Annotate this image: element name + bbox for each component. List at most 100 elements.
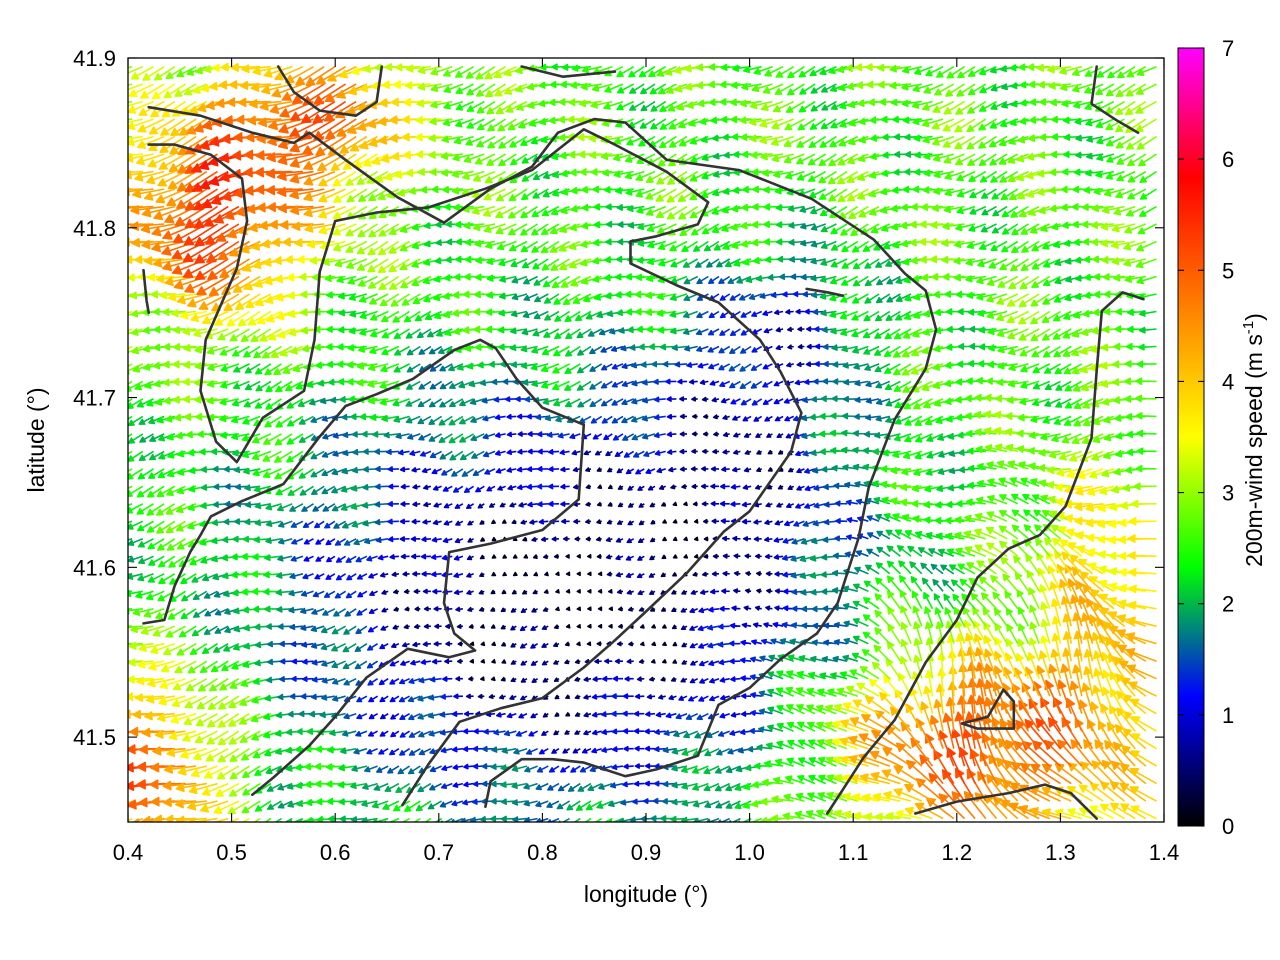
wind-vector [1116, 707, 1136, 732]
wind-vector [645, 468, 656, 474]
wind-vector [523, 782, 538, 790]
wind-vector [1138, 343, 1157, 351]
wind-vector [1138, 153, 1157, 167]
wind-vector [429, 450, 442, 459]
wind-vector [413, 624, 421, 630]
wind-vector [553, 660, 560, 665]
wind-vector [527, 448, 538, 455]
wind-vector [925, 468, 944, 476]
wind-vector [1018, 623, 1030, 645]
wind-vector [412, 571, 421, 577]
wind-vector [965, 498, 986, 506]
wind-vector [791, 538, 805, 545]
wind-vector [790, 555, 805, 562]
wind-vector [1049, 204, 1072, 213]
wind-vector [285, 380, 304, 392]
wind-vector [546, 800, 560, 808]
wind-vector [243, 398, 261, 408]
wind-vector [885, 415, 901, 424]
wind-vector [718, 363, 731, 371]
wind-vector [808, 739, 827, 750]
wind-vector [641, 415, 656, 422]
wind-vector [572, 748, 581, 754]
wind-vector [779, 638, 794, 645]
wind-vector [494, 432, 506, 438]
wind-vector [698, 660, 709, 667]
wind-vector [1089, 805, 1115, 820]
wind-vector [725, 800, 741, 809]
wind-vector [730, 712, 741, 718]
wind-vector [603, 433, 613, 441]
wind-vector [553, 677, 560, 682]
wind-vector [318, 188, 346, 203]
wind-vector [537, 448, 549, 455]
wind-vector [703, 554, 709, 559]
wind-vector [254, 800, 272, 812]
wind-vector [546, 431, 560, 438]
wind-vector [1138, 309, 1157, 317]
wind-vector [949, 564, 965, 575]
wind-vector [511, 782, 528, 789]
wind-vector [1128, 517, 1157, 526]
wind-vector [553, 730, 560, 736]
wind-vector [911, 671, 923, 697]
wind-vector [1057, 679, 1072, 714]
wind-vector [1051, 433, 1072, 443]
wind-vector [774, 588, 784, 594]
wind-vector [214, 625, 229, 634]
wind-vector [417, 398, 432, 408]
wind-vector [739, 657, 752, 664]
wind-vector [428, 415, 443, 425]
wind-vector [374, 501, 389, 508]
wind-vector [459, 450, 475, 461]
wind-vector [498, 694, 506, 700]
wind-vector [132, 363, 154, 373]
wind-vector [816, 809, 837, 820]
wind-vector [1126, 664, 1157, 680]
wind-vector [854, 566, 869, 575]
wind-vector [300, 326, 325, 335]
wind-vector [379, 398, 400, 406]
wind-vector [985, 527, 1008, 540]
wind-vector [397, 765, 411, 775]
wind-vector [707, 624, 720, 631]
wind-vector [689, 642, 699, 649]
wind-vector [303, 538, 314, 545]
wind-vector [1009, 477, 1029, 488]
wind-vector [756, 450, 763, 455]
wind-vector [400, 553, 410, 560]
wind-vector [577, 363, 592, 374]
wind-vector [378, 748, 389, 755]
wind-vector [500, 607, 507, 613]
wind-vector [472, 468, 485, 476]
wind-vector [1058, 578, 1072, 610]
wind-vector [506, 449, 517, 455]
wind-vector [806, 704, 827, 715]
wind-vector [1029, 604, 1040, 627]
wind-vector [433, 502, 442, 508]
wind-vector [135, 590, 154, 599]
wind-vector [345, 555, 357, 563]
wind-vector [510, 607, 517, 613]
wind-vector [698, 642, 709, 649]
wind-vector [128, 433, 133, 438]
wind-vector [1096, 617, 1115, 645]
wind-vector [983, 648, 998, 679]
wind-vector [816, 704, 837, 715]
wind-vector [417, 415, 432, 425]
colorbar-tick-label: 4 [1222, 369, 1234, 394]
wind-vector [773, 554, 784, 560]
wind-vector [607, 484, 613, 490]
wind-vector [319, 711, 335, 718]
wind-vector [597, 484, 603, 489]
wind-vector [720, 695, 730, 701]
wind-vector [812, 520, 826, 527]
wind-vector [604, 658, 613, 664]
wind-vector [869, 750, 901, 767]
wind-vector [536, 431, 549, 438]
wind-vector [734, 800, 752, 810]
wind-vector [128, 538, 144, 546]
wind-vector [379, 730, 389, 737]
wind-vector [137, 468, 154, 480]
wind-vector [421, 467, 432, 474]
